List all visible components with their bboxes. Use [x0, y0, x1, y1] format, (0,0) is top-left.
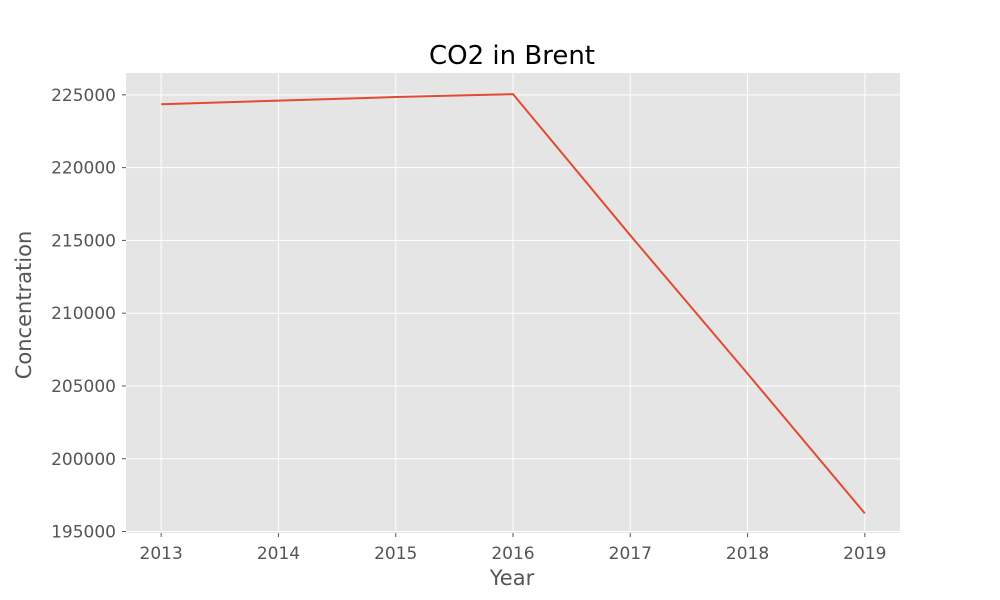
- series-layer: [161, 93, 866, 514]
- x-axis-label: Year: [489, 566, 535, 590]
- x-tick-label: 2018: [726, 544, 769, 564]
- y-tick-label: 220000: [51, 159, 116, 179]
- x-tick-label: 2016: [491, 544, 534, 564]
- y-tick-label: 225000: [51, 86, 116, 106]
- y-tick-label: 200000: [51, 450, 116, 470]
- x-tick-label: 2014: [257, 544, 300, 564]
- x-tick-label: 2015: [374, 544, 417, 564]
- x-tick-label: 2017: [609, 544, 652, 564]
- x-tick-label: 2013: [140, 544, 183, 564]
- y-axis-label: Concentration: [12, 231, 36, 380]
- x-tick-label: 2019: [843, 544, 886, 564]
- y-tick-label: 210000: [51, 304, 116, 324]
- y-tick-label: 215000: [51, 231, 116, 251]
- chart-title: CO2 in Brent: [429, 41, 595, 71]
- y-axis-ticks: 195000 200000 205000 210000 215000 220000 2250…: [51, 86, 126, 543]
- x-axis-ticks: 2013 2014 2015 2016 2017 2018 2019: [140, 533, 886, 564]
- y-tick-label: 195000: [51, 523, 116, 543]
- y-tick-label: 205000: [51, 377, 116, 397]
